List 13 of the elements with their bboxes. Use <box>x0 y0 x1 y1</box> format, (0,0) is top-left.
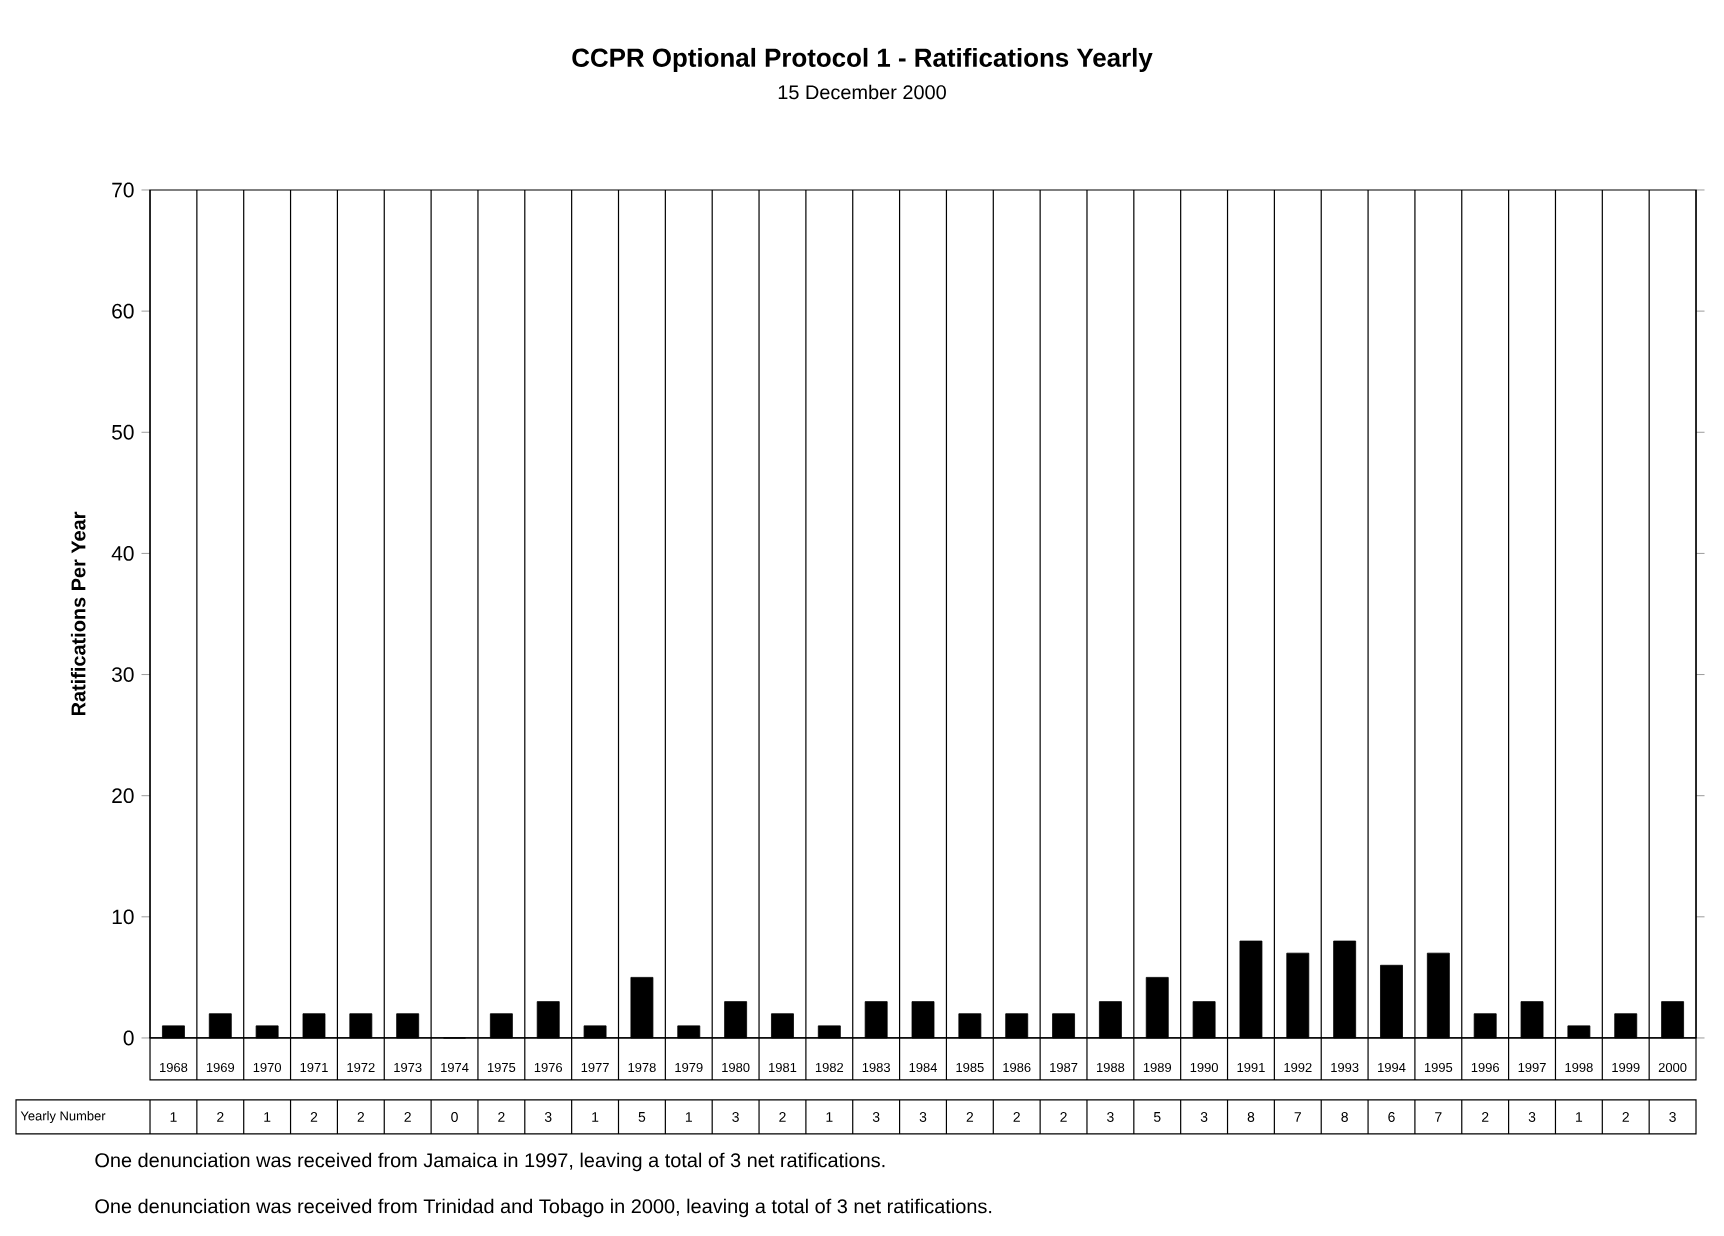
y-tick-label: 60 <box>112 303 134 319</box>
y-tick-label: 10 <box>112 909 134 925</box>
y-tick-label: 70 <box>112 182 134 198</box>
y-tick-label: 40 <box>111 546 134 561</box>
text: One denunciation was received from Jamaica in 1997, leaving a total of 3 net ratifications. <box>95 1152 885 1172</box>
y-tick-label: 50 <box>112 424 134 440</box>
chart-title: CCPR Optional Protocol 1 - Ratifications Yearly <box>572 47 1153 73</box>
text: One denunciation was received from Trinidad and Tobago in 2000, leaving a total of 3 net ratifications. <box>95 1198 992 1218</box>
y-tick-label: 20 <box>112 788 134 804</box>
y-tick-label: 30 <box>111 667 134 682</box>
y-tick-label: 0 <box>123 1030 134 1046</box>
chart-subtitle: 15 December 2000 <box>778 84 946 100</box>
y-axis-title: Ratifications Per Year <box>70 511 86 716</box>
